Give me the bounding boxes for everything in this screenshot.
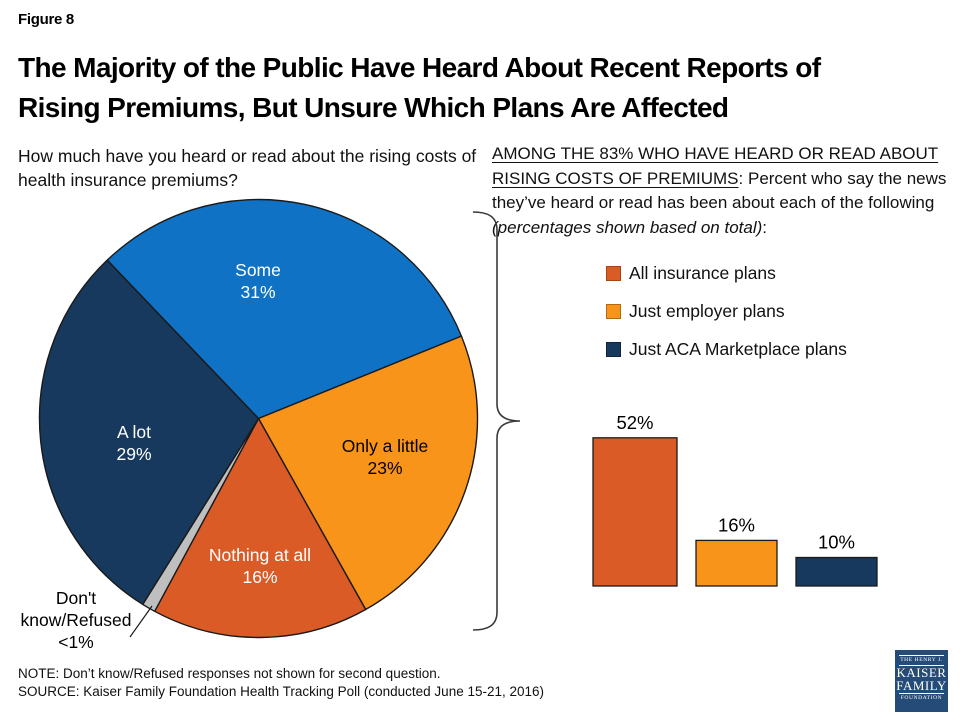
bar-value-label: 10%	[818, 532, 855, 553]
logo-rule	[899, 693, 944, 694]
title-line-2: Rising Premiums, But Unsure Which Plans …	[18, 92, 729, 123]
heading-rest-text: : Percent who say the news they’ve heard…	[492, 168, 947, 213]
legend-label: Just employer plans	[629, 300, 785, 321]
pie-label-some: Some 31%	[208, 259, 308, 303]
heading-colon: :	[762, 217, 768, 237]
source-text: SOURCE: Kaiser Family Foundation Health …	[18, 683, 545, 699]
pie-label-nothing-at-all-value: 16%	[242, 567, 278, 587]
pie-label-a-lot-value: 29%	[116, 444, 152, 464]
pie-label-dont-know-value: <1%	[58, 632, 94, 652]
logo-line-3: FAMILY	[896, 677, 947, 693]
bar-chart-legend: All insurance plans Just employer plans …	[606, 262, 847, 376]
bar-value-label: 52%	[616, 412, 653, 433]
legend-label: Just ACA Marketplace plans	[629, 338, 847, 359]
pie-slice-nothing-at-all	[153, 417, 367, 639]
legend-item-all-insurance-plans: All insurance plans	[606, 262, 847, 284]
pie-label-only-a-little-value: 23%	[367, 458, 403, 478]
title-line-1: The Majority of the Public Have Heard Ab…	[18, 52, 821, 83]
legend-swatch-all-insurance-plans	[606, 265, 621, 281]
logo-rule	[899, 655, 944, 656]
logo-rule	[899, 665, 944, 666]
bar-value-label: 16%	[718, 514, 755, 535]
legend-swatch-just-employer-plans	[606, 303, 621, 319]
bar-chart: 52% 16% 10%	[592, 412, 878, 587]
pie-label-dont-know: Don't know/Refused <1%	[10, 587, 142, 653]
note-text: NOTE: Don’t know/Refused responses not s…	[18, 666, 441, 681]
pie-slice-only-a-little	[257, 335, 479, 611]
pie-chart	[38, 198, 479, 639]
pie-label-only-a-little: Only a little 23%	[315, 435, 455, 479]
pie-label-a-lot-text: A lot	[116, 422, 152, 442]
heading-italic-text: (percentages shown based on total)	[492, 217, 763, 237]
legend-label: All insurance plans	[629, 262, 776, 283]
legend-swatch-just-aca-marketplace-plans	[606, 341, 621, 357]
pie-slice-a-lot	[38, 259, 260, 606]
logo-line-4: FOUNDATION	[900, 695, 943, 701]
pie-label-only-a-little-text: Only a little	[341, 436, 429, 456]
curly-brace	[472, 211, 521, 631]
legend-item-just-employer-plans: Just employer plans	[606, 300, 847, 322]
pie-label-nothing-at-all-text: Nothing at all	[208, 545, 312, 565]
bar-just-employer-plans	[695, 539, 778, 587]
pie-label-some-value: 31%	[240, 282, 276, 302]
logo-line-2: KAISER	[896, 665, 947, 680]
pie-label-nothing-at-all: Nothing at all 16%	[204, 544, 316, 588]
bar-all-insurance-plans	[592, 437, 678, 587]
pie-question-text: How much have you heard or read about th…	[18, 146, 477, 190]
bar-just-aca-marketplace-plans	[795, 556, 878, 587]
pie-slice-some	[106, 198, 463, 420]
page-title: The Majority of the Public Have Heard Ab…	[18, 48, 948, 128]
pie-label-dont-know-text: Don't know/Refused	[20, 588, 132, 630]
kaiser-family-foundation-logo: THE HENRY J. KAISER FAMILY FOUNDATION	[895, 650, 948, 712]
heading-underlined-text: AMONG THE 83% WHO HAVE HEARD OR READ ABO…	[492, 144, 939, 188]
legend-item-just-aca-marketplace-plans: Just ACA Marketplace plans	[606, 338, 847, 360]
figure-number-label: Figure 8	[18, 11, 74, 28]
logo-line-1: THE HENRY J.	[900, 657, 943, 663]
dont-know-leader-line	[129, 605, 153, 638]
pie-label-some-text: Some	[235, 260, 281, 280]
bar-chart-heading: AMONG THE 83% WHO HAVE HEARD OR READ ABO…	[492, 142, 947, 240]
footnote-block: NOTE: Don’t know/Refused responses not s…	[18, 665, 638, 700]
pie-label-a-lot: A lot 29%	[86, 421, 182, 465]
